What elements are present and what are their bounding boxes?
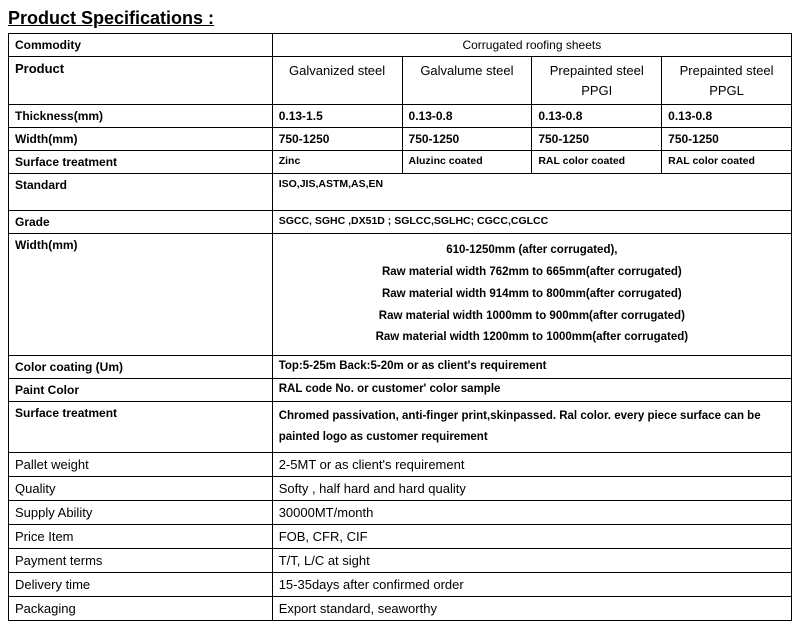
colorcoating-label: Color coating (Um) [9, 356, 273, 379]
product-col-3: Prepainted steel PPGL [662, 57, 792, 105]
thickness-label: Thickness(mm) [9, 105, 273, 128]
thickness-2: 0.13-0.8 [532, 105, 662, 128]
thickness-3: 0.13-0.8 [662, 105, 792, 128]
table-row: Packaging Export standard, seaworthy [9, 596, 792, 620]
table-row: Product Galvanized steel Galvalume steel… [9, 57, 792, 105]
payment-value: T/T, L/C at sight [272, 548, 791, 572]
table-row: Surface treatment Chromed passivation, a… [9, 402, 792, 452]
spec-table: Commodity Corrugated roofing sheets Prod… [8, 33, 792, 621]
table-row: Pallet weight 2-5MT or as client's requi… [9, 452, 792, 476]
table-row: Price Item FOB, CFR, CIF [9, 524, 792, 548]
table-row: Standard ISO,JIS,ASTM,AS,EN [9, 174, 792, 211]
width2-line-3: Raw material width 1000mm to 900mm(after… [279, 306, 785, 328]
table-row: Payment terms T/T, L/C at sight [9, 548, 792, 572]
width1-3: 750-1250 [662, 128, 792, 151]
table-row: Color coating (Um) Top:5-25m Back:5-20m … [9, 356, 792, 379]
palletweight-label: Pallet weight [9, 452, 273, 476]
packaging-value: Export standard, seaworthy [272, 596, 791, 620]
width2-line-2: Raw material width 914mm to 800mm(after … [279, 284, 785, 306]
priceitem-label: Price Item [9, 524, 273, 548]
surface2-value: Chromed passivation, anti-finger print,s… [272, 402, 791, 452]
delivery-value: 15-35days after confirmed order [272, 572, 791, 596]
table-row: Paint Color RAL code No. or customer' co… [9, 379, 792, 402]
width1-label: Width(mm) [9, 128, 273, 151]
width1-2: 750-1250 [532, 128, 662, 151]
surface1-label: Surface treatment [9, 151, 273, 174]
table-row: Delivery time 15-35days after confirmed … [9, 572, 792, 596]
thickness-0: 0.13-1.5 [272, 105, 402, 128]
supply-value: 30000MT/month [272, 500, 791, 524]
width2-line-1: Raw material width 762mm to 665mm(after … [279, 262, 785, 284]
palletweight-value: 2-5MT or as client's requirement [272, 452, 791, 476]
quality-label: Quality [9, 476, 273, 500]
commodity-value: Corrugated roofing sheets [272, 34, 791, 57]
priceitem-value: FOB, CFR, CIF [272, 524, 791, 548]
standard-value: ISO,JIS,ASTM,AS,EN [272, 174, 791, 211]
paintcolor-label: Paint Color [9, 379, 273, 402]
thickness-1: 0.13-0.8 [402, 105, 532, 128]
product-col-2: Prepainted steel PPGI [532, 57, 662, 105]
table-row: Commodity Corrugated roofing sheets [9, 34, 792, 57]
width2-label: Width(mm) [9, 234, 273, 356]
table-row: Width(mm) 750-1250 750-1250 750-1250 750… [9, 128, 792, 151]
table-row: Supply Ability 30000MT/month [9, 500, 792, 524]
table-row: Quality Softy , half hard and hard quali… [9, 476, 792, 500]
product-label: Product [9, 57, 273, 105]
product-col-0: Galvanized steel [272, 57, 402, 105]
product-col-1: Galvalume steel [402, 57, 532, 105]
table-row: Thickness(mm) 0.13-1.5 0.13-0.8 0.13-0.8… [9, 105, 792, 128]
surface1-3: RAL color coated [662, 151, 792, 174]
quality-value: Softy , half hard and hard quality [272, 476, 791, 500]
packaging-label: Packaging [9, 596, 273, 620]
width2-line-0: 610-1250mm (after corrugated), [279, 240, 785, 262]
grade-label: Grade [9, 211, 273, 234]
table-row: Grade SGCC, SGHC ,DX51D ; SGLCC,SGLHC; C… [9, 211, 792, 234]
table-row: Surface treatment Zinc Aluzinc coated RA… [9, 151, 792, 174]
payment-label: Payment terms [9, 548, 273, 572]
surface1-0: Zinc [272, 151, 402, 174]
delivery-label: Delivery time [9, 572, 273, 596]
standard-label: Standard [9, 174, 273, 211]
surface2-label: Surface treatment [9, 402, 273, 452]
supply-label: Supply Ability [9, 500, 273, 524]
width1-0: 750-1250 [272, 128, 402, 151]
colorcoating-value: Top:5-25m Back:5-20m or as client's requ… [272, 356, 791, 379]
width2-value: 610-1250mm (after corrugated), Raw mater… [272, 234, 791, 356]
commodity-label: Commodity [9, 34, 273, 57]
surface1-2: RAL color coated [532, 151, 662, 174]
grade-value: SGCC, SGHC ,DX51D ; SGLCC,SGLHC; CGCC,CG… [272, 211, 791, 234]
table-row: Width(mm) 610-1250mm (after corrugated),… [9, 234, 792, 356]
width2-line-4: Raw material width 1200mm to 1000mm(afte… [279, 327, 785, 349]
surface1-1: Aluzinc coated [402, 151, 532, 174]
width1-1: 750-1250 [402, 128, 532, 151]
page-title: Product Specifications : [8, 8, 792, 29]
paintcolor-value: RAL code No. or customer' color sample [272, 379, 791, 402]
